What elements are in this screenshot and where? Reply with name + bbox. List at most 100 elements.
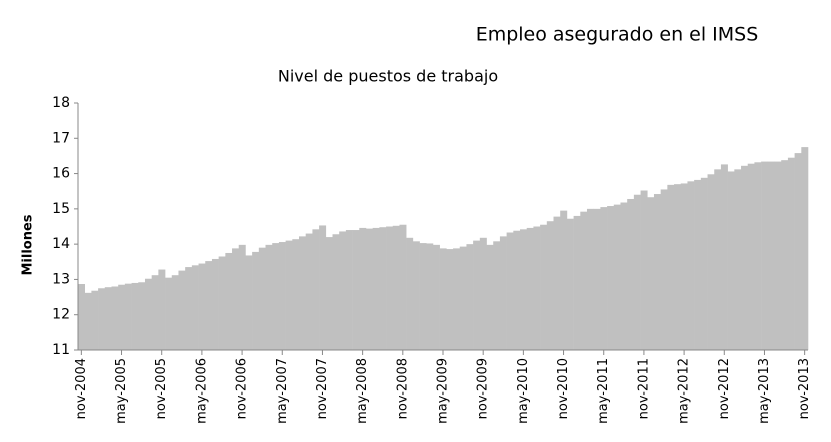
bar [84, 292, 92, 350]
bar [754, 162, 762, 350]
bar [305, 233, 313, 350]
bar [446, 249, 454, 350]
bar [252, 251, 260, 350]
bar [767, 161, 775, 350]
bar [499, 236, 507, 350]
bar [439, 248, 447, 350]
bar [694, 179, 702, 350]
bar [392, 225, 400, 350]
x-tick-label: nov-2008 [395, 358, 410, 419]
bar [104, 287, 112, 350]
bar [406, 237, 414, 350]
bar [687, 181, 695, 350]
bar [600, 207, 608, 350]
bar [533, 226, 541, 350]
bar [131, 282, 139, 350]
bar [653, 194, 661, 350]
chart-title: Empleo asegurado en el IMSS [476, 24, 759, 46]
x-tick-label: nov-2009 [476, 358, 491, 419]
bar [111, 286, 119, 350]
x-tick-label: nov-2010 [556, 358, 571, 419]
bar [613, 204, 621, 350]
bar [680, 183, 688, 350]
y-tick-label: 17 [52, 130, 70, 146]
bar [700, 177, 708, 350]
bar [627, 198, 635, 350]
bar [191, 265, 199, 350]
bar [674, 184, 682, 350]
bar [211, 258, 219, 350]
bar [520, 229, 528, 350]
x-tick-label: may-2006 [194, 358, 209, 424]
bar [98, 288, 106, 350]
bar [453, 248, 461, 350]
bar [566, 218, 574, 350]
bar [386, 226, 394, 350]
bar [345, 230, 353, 350]
x-tick-label: nov-2004 [74, 358, 89, 419]
bar [312, 229, 320, 350]
bar [332, 234, 340, 350]
x-tick-label: may-2009 [436, 358, 451, 424]
bar [198, 263, 206, 350]
bar [426, 243, 434, 350]
bar [479, 237, 487, 350]
y-axis-label: Millones [21, 214, 36, 275]
x-tick-label: may-2011 [596, 358, 611, 424]
x-tick-label: may-2008 [355, 358, 370, 424]
chart-subtitle: Nivel de puestos de trabajo [278, 67, 498, 86]
bar [707, 174, 715, 350]
bar [292, 239, 300, 350]
bar [178, 270, 186, 350]
bar [365, 228, 373, 350]
bar [781, 160, 789, 350]
bar [144, 278, 152, 350]
bar [158, 269, 166, 350]
bar [620, 202, 628, 350]
bar [232, 248, 240, 350]
x-tick-label: nov-2006 [235, 358, 250, 419]
bar [272, 243, 280, 350]
bar [419, 243, 427, 350]
bar [91, 290, 99, 350]
bar [761, 161, 769, 350]
x-tick-label: nov-2012 [717, 358, 732, 419]
bar [245, 255, 253, 350]
bar [412, 241, 420, 350]
bar [667, 184, 675, 350]
y-tick-label: 11 [52, 342, 70, 358]
bar [794, 153, 802, 350]
bar [466, 244, 474, 350]
bar [325, 237, 333, 350]
bar [185, 267, 193, 350]
bar [720, 164, 728, 350]
x-tick-label: may-2005 [114, 358, 129, 424]
y-tick-label: 13 [52, 271, 70, 287]
bar [553, 216, 561, 350]
bar [660, 189, 668, 350]
x-tick-label: may-2010 [516, 358, 531, 424]
bar [540, 224, 548, 350]
bar [399, 224, 407, 350]
y-tick-label: 15 [52, 201, 70, 217]
bar [734, 169, 742, 350]
bar [138, 282, 146, 350]
bar [486, 244, 494, 350]
bar [78, 284, 85, 350]
bar [473, 240, 481, 350]
x-tick-label: may-2012 [677, 358, 692, 424]
bar [741, 165, 749, 350]
bar [258, 247, 266, 350]
y-tick-label: 18 [52, 95, 70, 111]
bar [506, 232, 514, 350]
y-tick-label: 12 [52, 307, 70, 323]
bar [319, 225, 327, 350]
x-tick-label: may-2013 [757, 358, 772, 424]
bar [171, 275, 179, 350]
bar [647, 197, 655, 350]
bar [359, 227, 367, 350]
bar [432, 244, 440, 350]
bar [372, 227, 380, 350]
bar [801, 147, 809, 350]
